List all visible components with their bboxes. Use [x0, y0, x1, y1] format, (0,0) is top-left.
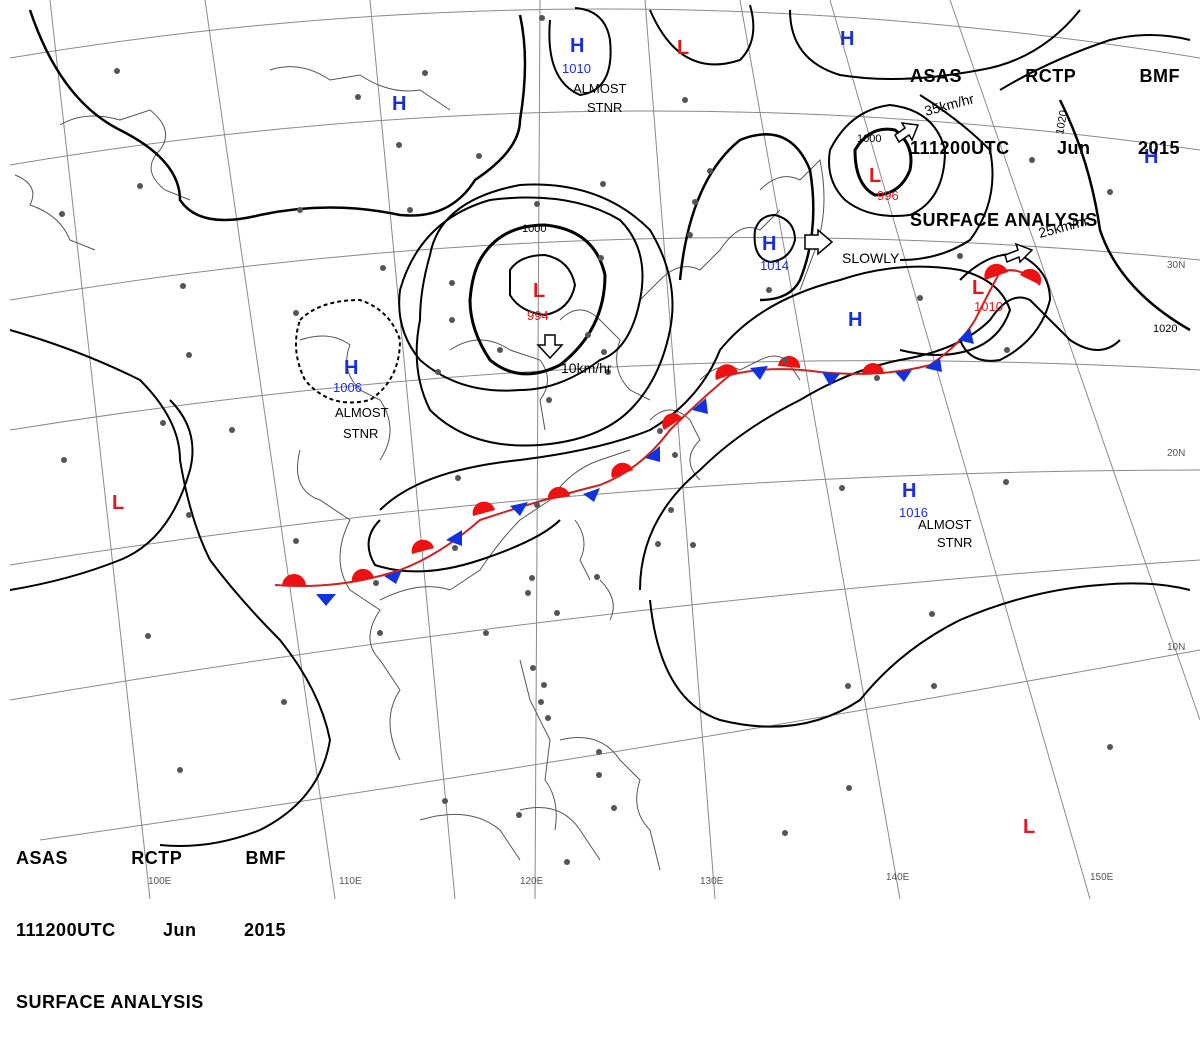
svg-text:ALMOST: ALMOST	[573, 81, 627, 96]
motion-label: 10km/hr	[561, 360, 612, 376]
lon-label-100e: 100E	[148, 876, 172, 887]
motion-label: SLOWLY	[842, 250, 900, 266]
isobar-label: 1020	[1153, 323, 1177, 335]
svg-text:1010: 1010	[562, 61, 591, 76]
chart-title-top: ASAS RCTP BMF 111200UTC Jun 2015 SURFACE ANA…	[910, 16, 1180, 256]
pressure-centers: H 1010 ALMOST STNR H H H 1014 H H 1006 A…	[112, 28, 1158, 838]
title-year: 2015	[243, 920, 286, 940]
motion-arrows	[536, 122, 1034, 360]
svg-text:H: H	[762, 233, 776, 255]
high-center: H	[848, 309, 862, 331]
low-center: L 994	[527, 280, 549, 323]
title-type: SURFACE ANALYSIS	[910, 210, 1098, 230]
lat-label-30n: 30N	[1167, 260, 1185, 271]
svg-text:994: 994	[527, 308, 549, 323]
svg-text:996: 996	[877, 188, 899, 203]
high-center: H 1014	[760, 233, 789, 273]
title-month: Jun	[163, 920, 197, 940]
title-year: 2015	[1137, 138, 1180, 158]
title-bmf: BMF	[245, 848, 286, 868]
svg-text:STNR: STNR	[343, 426, 378, 441]
lon-label-110e: 110E	[339, 876, 362, 887]
isobar-label: 1000	[857, 133, 881, 145]
low-center: L 996	[869, 165, 899, 203]
high-center: H 1010 ALMOST STNR	[562, 35, 627, 115]
svg-text:1010: 1010	[974, 299, 1003, 314]
title-type: SURFACE ANALYSIS	[16, 992, 204, 1012]
svg-text:L: L	[533, 280, 545, 302]
svg-text:1006: 1006	[333, 380, 362, 395]
title-agency: ASAS	[16, 848, 69, 868]
svg-text:L: L	[869, 165, 881, 187]
high-center: H 1006 ALMOST STNR	[333, 357, 389, 441]
isobar-label: 1000	[522, 223, 546, 235]
high-center: H	[1144, 146, 1158, 168]
title-agency: ASAS	[910, 66, 963, 86]
high-center: H	[392, 93, 406, 115]
weather-map: 100E 110E 120E 130E 140E 150E 30N 20N 10…	[9, 0, 1200, 899]
svg-text:L: L	[972, 277, 984, 299]
lon-label-120e: 120E	[520, 876, 544, 887]
svg-text:1014: 1014	[760, 258, 789, 273]
coastlines	[14, 66, 825, 871]
svg-text:H: H	[344, 357, 358, 379]
lon-label-130e: 130E	[700, 876, 724, 887]
high-center: H	[840, 28, 854, 50]
latitude-labels: 30N 20N 10N	[1167, 260, 1185, 653]
title-station: RCTP	[1025, 66, 1077, 86]
lat-label-20n: 20N	[1167, 448, 1185, 459]
graticule	[9, 0, 1200, 899]
low-center: L	[1023, 816, 1035, 838]
low-center: L	[677, 37, 689, 59]
title-time: 111200UTC	[910, 138, 1010, 158]
longitude-labels: 100E 110E 120E 130E 140E 150E	[148, 872, 1114, 887]
lon-label-140e: 140E	[886, 872, 910, 883]
isobar-labels: 1000 1000 1020 1020	[522, 109, 1177, 335]
lat-label-10n: 10N	[1167, 642, 1185, 653]
stationary-front	[274, 263, 1042, 606]
svg-text:STNR: STNR	[587, 100, 622, 115]
title-station: RCTP	[131, 848, 183, 868]
svg-text:ALMOST: ALMOST	[335, 405, 389, 420]
station-plots	[59, 15, 1113, 865]
svg-text:H: H	[902, 480, 916, 502]
low-center: L 1010	[972, 277, 1003, 314]
svg-text:STNR: STNR	[937, 535, 972, 550]
lon-label-150e: 150E	[1090, 872, 1114, 883]
svg-text:1016: 1016	[899, 505, 928, 520]
high-center: H 1016 ALMOST STNR	[899, 480, 972, 550]
svg-text:ALMOST: ALMOST	[918, 517, 972, 532]
isobar-label: 1020	[1054, 109, 1070, 135]
svg-text:H: H	[570, 35, 584, 57]
title-time: 111200UTC	[16, 920, 116, 940]
chart-title-bottom: ASAS RCTP BMF 111200UTC Jun 2015 SURFACE ANA…	[16, 798, 286, 1038]
title-bmf: BMF	[1139, 66, 1180, 86]
title-month: Jun	[1057, 138, 1091, 158]
low-center: L	[112, 492, 124, 514]
